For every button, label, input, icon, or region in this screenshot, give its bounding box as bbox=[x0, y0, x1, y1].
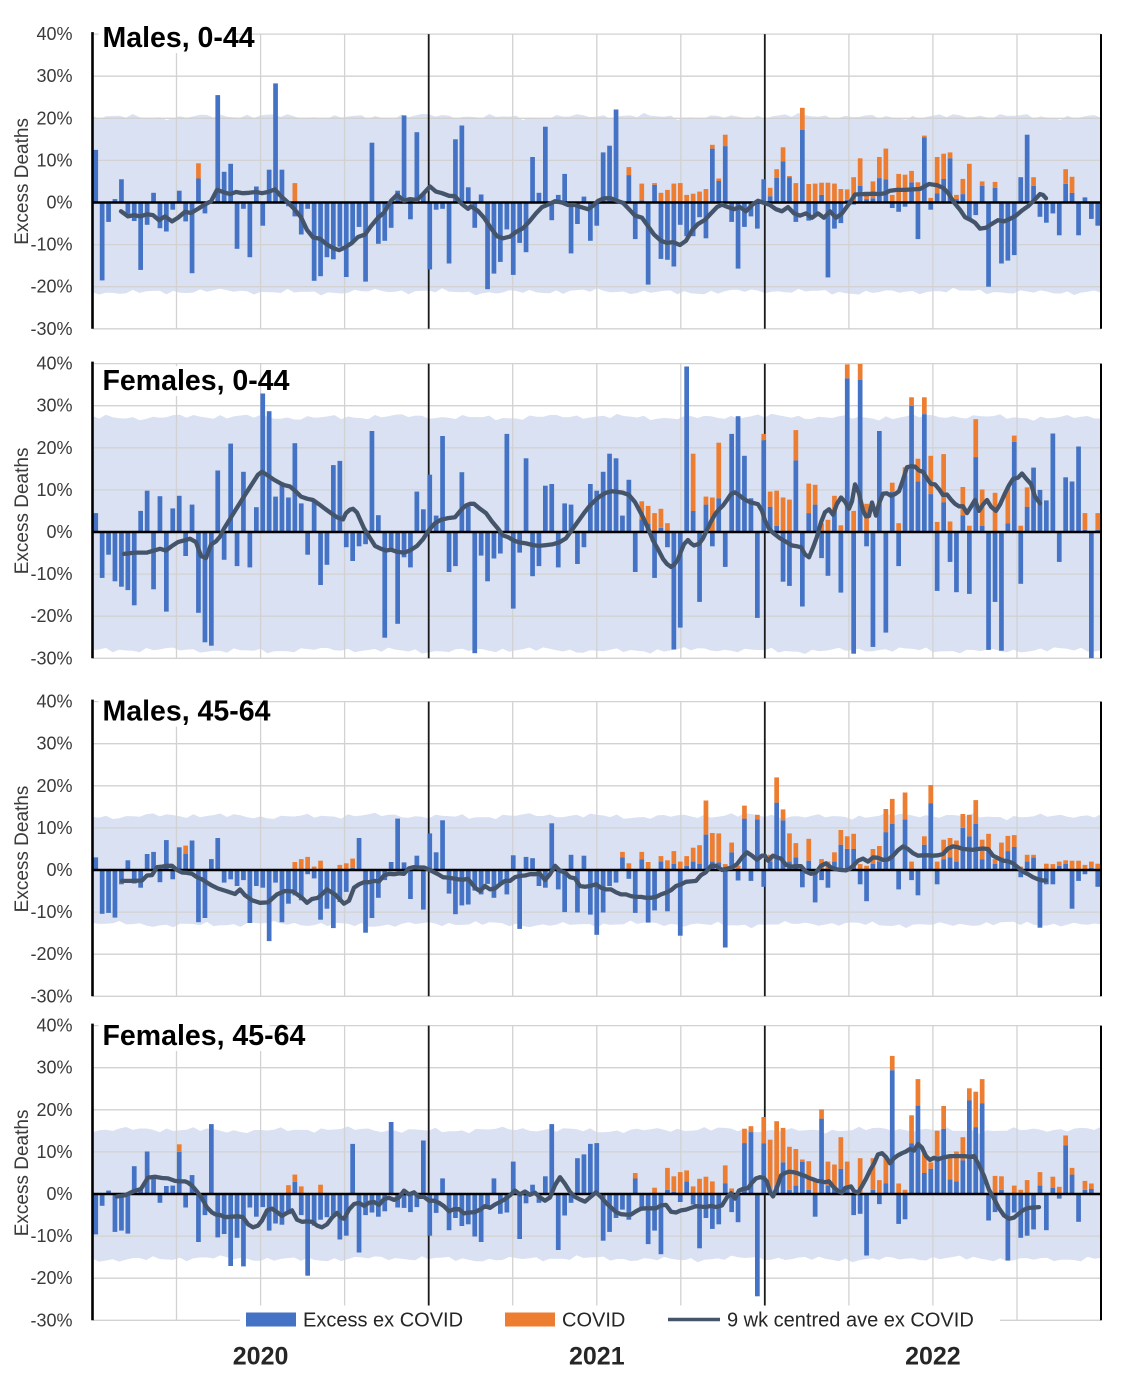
svg-text:-30%: -30% bbox=[30, 319, 72, 339]
svg-text:40%: 40% bbox=[36, 692, 72, 712]
svg-text:-10%: -10% bbox=[30, 564, 72, 584]
svg-text:2021: 2021 bbox=[569, 1342, 625, 1370]
svg-text:Females, 45-64: Females, 45-64 bbox=[103, 1020, 306, 1052]
svg-text:10%: 10% bbox=[36, 1142, 72, 1162]
svg-text:20%: 20% bbox=[36, 108, 72, 128]
svg-text:0%: 0% bbox=[46, 193, 72, 213]
svg-text:-30%: -30% bbox=[30, 648, 72, 668]
svg-text:-10%: -10% bbox=[30, 902, 72, 922]
svg-text:Excess Deaths: Excess Deaths bbox=[12, 448, 33, 575]
svg-text:40%: 40% bbox=[36, 24, 72, 44]
svg-text:Excess ex COVID: Excess ex COVID bbox=[303, 1310, 463, 1332]
svg-text:30%: 30% bbox=[36, 396, 72, 416]
svg-text:30%: 30% bbox=[36, 1058, 72, 1078]
svg-text:10%: 10% bbox=[36, 818, 72, 838]
svg-text:Excess Deaths: Excess Deaths bbox=[12, 1110, 33, 1237]
svg-text:-20%: -20% bbox=[30, 277, 72, 297]
svg-text:-10%: -10% bbox=[30, 1226, 72, 1246]
svg-text:20%: 20% bbox=[36, 776, 72, 796]
svg-text:-20%: -20% bbox=[30, 944, 72, 964]
svg-text:Females, 0-44: Females, 0-44 bbox=[103, 365, 290, 397]
svg-text:COVID: COVID bbox=[562, 1310, 625, 1332]
svg-text:Males, 45-64: Males, 45-64 bbox=[103, 696, 271, 728]
svg-text:2020: 2020 bbox=[233, 1342, 289, 1370]
svg-text:30%: 30% bbox=[36, 734, 72, 754]
svg-text:10%: 10% bbox=[36, 480, 72, 500]
svg-text:Males, 0-44: Males, 0-44 bbox=[103, 22, 255, 54]
svg-text:-30%: -30% bbox=[30, 986, 72, 1006]
svg-text:20%: 20% bbox=[36, 438, 72, 458]
svg-text:40%: 40% bbox=[36, 1016, 72, 1036]
svg-text:40%: 40% bbox=[36, 354, 72, 374]
svg-text:-20%: -20% bbox=[30, 606, 72, 626]
svg-text:20%: 20% bbox=[36, 1100, 72, 1120]
svg-text:2022: 2022 bbox=[905, 1342, 961, 1370]
svg-text:0%: 0% bbox=[46, 1184, 72, 1204]
svg-text:0%: 0% bbox=[46, 860, 72, 880]
svg-text:-20%: -20% bbox=[30, 1268, 72, 1288]
svg-text:30%: 30% bbox=[36, 66, 72, 86]
svg-text:9 wk centred ave ex COVID: 9 wk centred ave ex COVID bbox=[727, 1310, 974, 1332]
svg-text:Excess Deaths: Excess Deaths bbox=[12, 118, 33, 245]
svg-text:Excess Deaths: Excess Deaths bbox=[12, 786, 33, 913]
svg-text:0%: 0% bbox=[46, 522, 72, 542]
svg-text:-30%: -30% bbox=[30, 1310, 72, 1330]
svg-text:-10%: -10% bbox=[30, 235, 72, 255]
svg-text:10%: 10% bbox=[36, 150, 72, 170]
